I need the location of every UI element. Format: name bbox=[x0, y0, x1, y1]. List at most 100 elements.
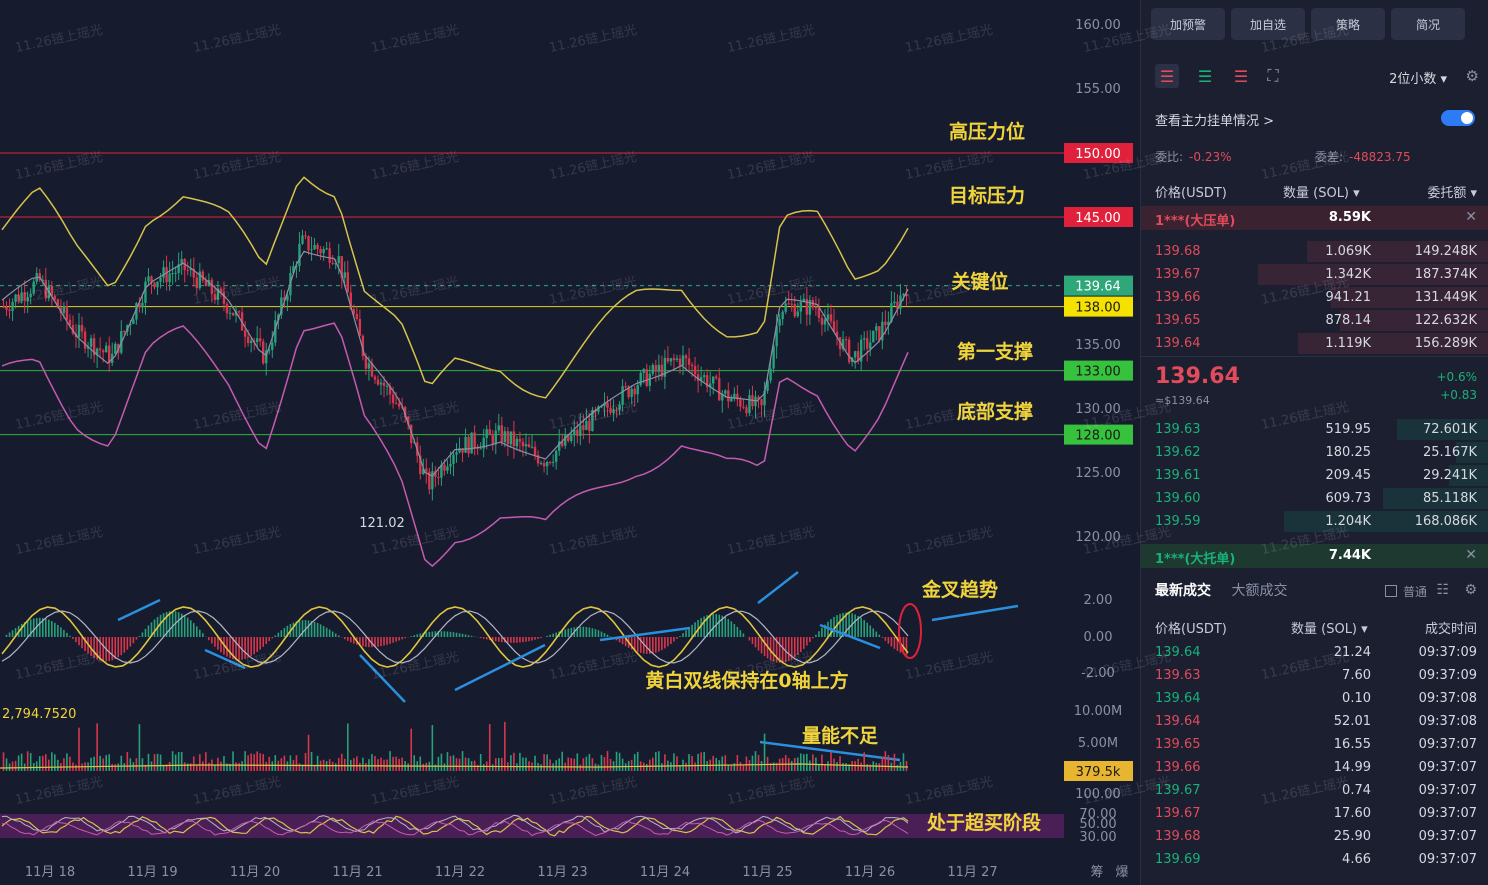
ask-row[interactable]: 139.67 1.342K 187.374K bbox=[1141, 263, 1488, 286]
close-icon[interactable]: ✕ bbox=[1465, 209, 1477, 225]
main-orders-link[interactable]: 查看主力挂单情况 > bbox=[1155, 114, 1275, 129]
candle-body bbox=[243, 330, 247, 337]
tab-add-watchlist[interactable]: 加自选 bbox=[1231, 8, 1305, 40]
tab-strategy[interactable]: 策略 bbox=[1311, 8, 1385, 40]
candle-body bbox=[428, 471, 431, 490]
chart-area[interactable]: 160.00 155.00 135.00 130.00 125.00 120.00 150.… bbox=[0, 0, 1140, 885]
candle-body bbox=[325, 248, 328, 250]
big-buy-order[interactable]: 1***(大托单) 7.44K ✕ bbox=[1141, 544, 1488, 568]
header-qty[interactable]: 数量 (SOL) ▾ bbox=[1283, 186, 1360, 201]
candle-body bbox=[153, 282, 156, 288]
bid-row[interactable]: 139.59 1.204K 168.086K bbox=[1141, 510, 1488, 533]
ask-price: 139.64 bbox=[1155, 336, 1201, 351]
candle-body bbox=[249, 340, 253, 344]
price-axis-label: 120.00 bbox=[1075, 530, 1121, 545]
candle-body bbox=[358, 318, 362, 336]
main-orders-toggle[interactable] bbox=[1441, 110, 1475, 126]
expand-icon[interactable]: ⛶ bbox=[1267, 66, 1279, 85]
candle-body bbox=[101, 350, 105, 353]
rsi-axis-label: 30.00 bbox=[1079, 830, 1116, 845]
annotation-arrow bbox=[819, 623, 881, 650]
candlestick-chart[interactable]: 160.00 155.00 135.00 130.00 125.00 120.00 150.… bbox=[0, 0, 1140, 885]
level-box-high_pressure bbox=[1064, 143, 1133, 163]
candle-body bbox=[222, 292, 226, 304]
candle-body bbox=[784, 303, 787, 312]
annotation-arrow bbox=[757, 571, 799, 604]
level-value-high_pressure: 150.00 bbox=[1075, 147, 1121, 162]
price-axis-label: 135.00 bbox=[1075, 338, 1121, 353]
rsi-line-1 bbox=[1, 815, 909, 837]
candle-body bbox=[26, 297, 29, 301]
level-note-support_bottom: 底部支撑 bbox=[957, 400, 1033, 423]
candle-body bbox=[657, 364, 661, 372]
candle-body bbox=[132, 319, 135, 325]
candle-body bbox=[355, 314, 359, 319]
candle-body bbox=[271, 342, 274, 350]
candle-body bbox=[316, 244, 319, 250]
ask-qty: 1.342K bbox=[1325, 267, 1371, 282]
candle-body bbox=[693, 366, 697, 375]
candle-body bbox=[672, 358, 676, 361]
trade-header-qty[interactable]: 数量 (SOL) ▾ bbox=[1291, 622, 1368, 637]
candle-body bbox=[213, 294, 217, 300]
gear-icon[interactable]: ⚙ bbox=[1464, 582, 1477, 598]
bid-row[interactable]: 139.60 609.73 85.118K bbox=[1141, 487, 1488, 510]
macd-dea-line bbox=[1, 610, 909, 664]
bid-row[interactable]: 139.61 209.45 29.241K bbox=[1141, 464, 1488, 487]
tab-add-alert[interactable]: 加预警 bbox=[1151, 8, 1225, 40]
candle-body bbox=[654, 365, 658, 372]
candle-body bbox=[470, 432, 473, 454]
candle-body bbox=[675, 358, 679, 361]
close-icon[interactable]: ✕ bbox=[1465, 547, 1477, 563]
candle-body bbox=[527, 444, 531, 448]
candle-body bbox=[645, 369, 648, 386]
decimals-select[interactable]: 2位小数 ▾ bbox=[1389, 72, 1447, 87]
big-sell-order[interactable]: 1***(大压单) 8.59K ✕ bbox=[1141, 206, 1488, 230]
header-amount[interactable]: 委托额 ▾ bbox=[1427, 186, 1477, 201]
trade-time: 09:37:09 bbox=[1418, 645, 1477, 660]
candle-body bbox=[832, 321, 836, 332]
candle-body bbox=[301, 235, 304, 244]
asks-only-icon[interactable]: ☰ bbox=[1233, 66, 1249, 86]
candle-body bbox=[219, 288, 223, 293]
candle-body bbox=[718, 378, 721, 401]
candle-body bbox=[168, 273, 171, 283]
candle-body bbox=[89, 338, 93, 347]
candle-body bbox=[533, 446, 537, 456]
ask-row[interactable]: 139.68 1.069K 149.248K bbox=[1141, 240, 1488, 263]
tab-overview[interactable]: 简况 bbox=[1391, 8, 1465, 40]
candle-body bbox=[696, 374, 700, 381]
candle-body bbox=[446, 466, 449, 471]
bid-row[interactable]: 139.63 519.95 72.601K bbox=[1141, 418, 1488, 441]
bid-amount: 29.241K bbox=[1422, 468, 1477, 483]
trade-time: 09:37:07 bbox=[1418, 737, 1477, 752]
ask-row[interactable]: 139.66 941.21 131.449K bbox=[1141, 286, 1488, 309]
normal-checkbox[interactable]: 普通 bbox=[1385, 583, 1427, 600]
level-note-target_pressure: 目标压力 bbox=[949, 184, 1025, 207]
bid-row[interactable]: 139.62 180.25 25.167K bbox=[1141, 441, 1488, 464]
candle-body bbox=[83, 331, 87, 349]
chips-button: 筹 bbox=[1090, 864, 1103, 880]
candle-body bbox=[893, 301, 896, 304]
tab-large-trades[interactable]: 大额成交 bbox=[1231, 583, 1288, 599]
ask-row[interactable]: 139.64 1.119K 156.289K bbox=[1141, 332, 1488, 355]
candle-body bbox=[361, 335, 365, 357]
gear-icon[interactable]: ⚙ bbox=[1465, 67, 1479, 85]
ask-row[interactable]: 139.65 878.14 122.632K bbox=[1141, 309, 1488, 332]
volume-axis-label: 10.00M bbox=[1074, 704, 1122, 719]
candle-body bbox=[600, 406, 603, 408]
filter-icon[interactable]: ☷ bbox=[1436, 582, 1449, 598]
bids-only-icon[interactable]: ☰ bbox=[1197, 66, 1213, 86]
volume-note: 量能不足 bbox=[802, 724, 879, 747]
candle-body bbox=[437, 476, 440, 478]
candle-body bbox=[905, 294, 908, 297]
candle-body bbox=[796, 311, 799, 317]
candle-body bbox=[715, 376, 718, 379]
level-box-key bbox=[1064, 296, 1133, 317]
candle-body bbox=[92, 338, 96, 356]
candle-body bbox=[515, 438, 519, 447]
candle-body bbox=[162, 267, 165, 278]
candle-body bbox=[195, 277, 198, 289]
both-sides-icon[interactable]: ☰ bbox=[1155, 64, 1179, 88]
tab-latest-trades[interactable]: 最新成交 bbox=[1155, 583, 1211, 599]
